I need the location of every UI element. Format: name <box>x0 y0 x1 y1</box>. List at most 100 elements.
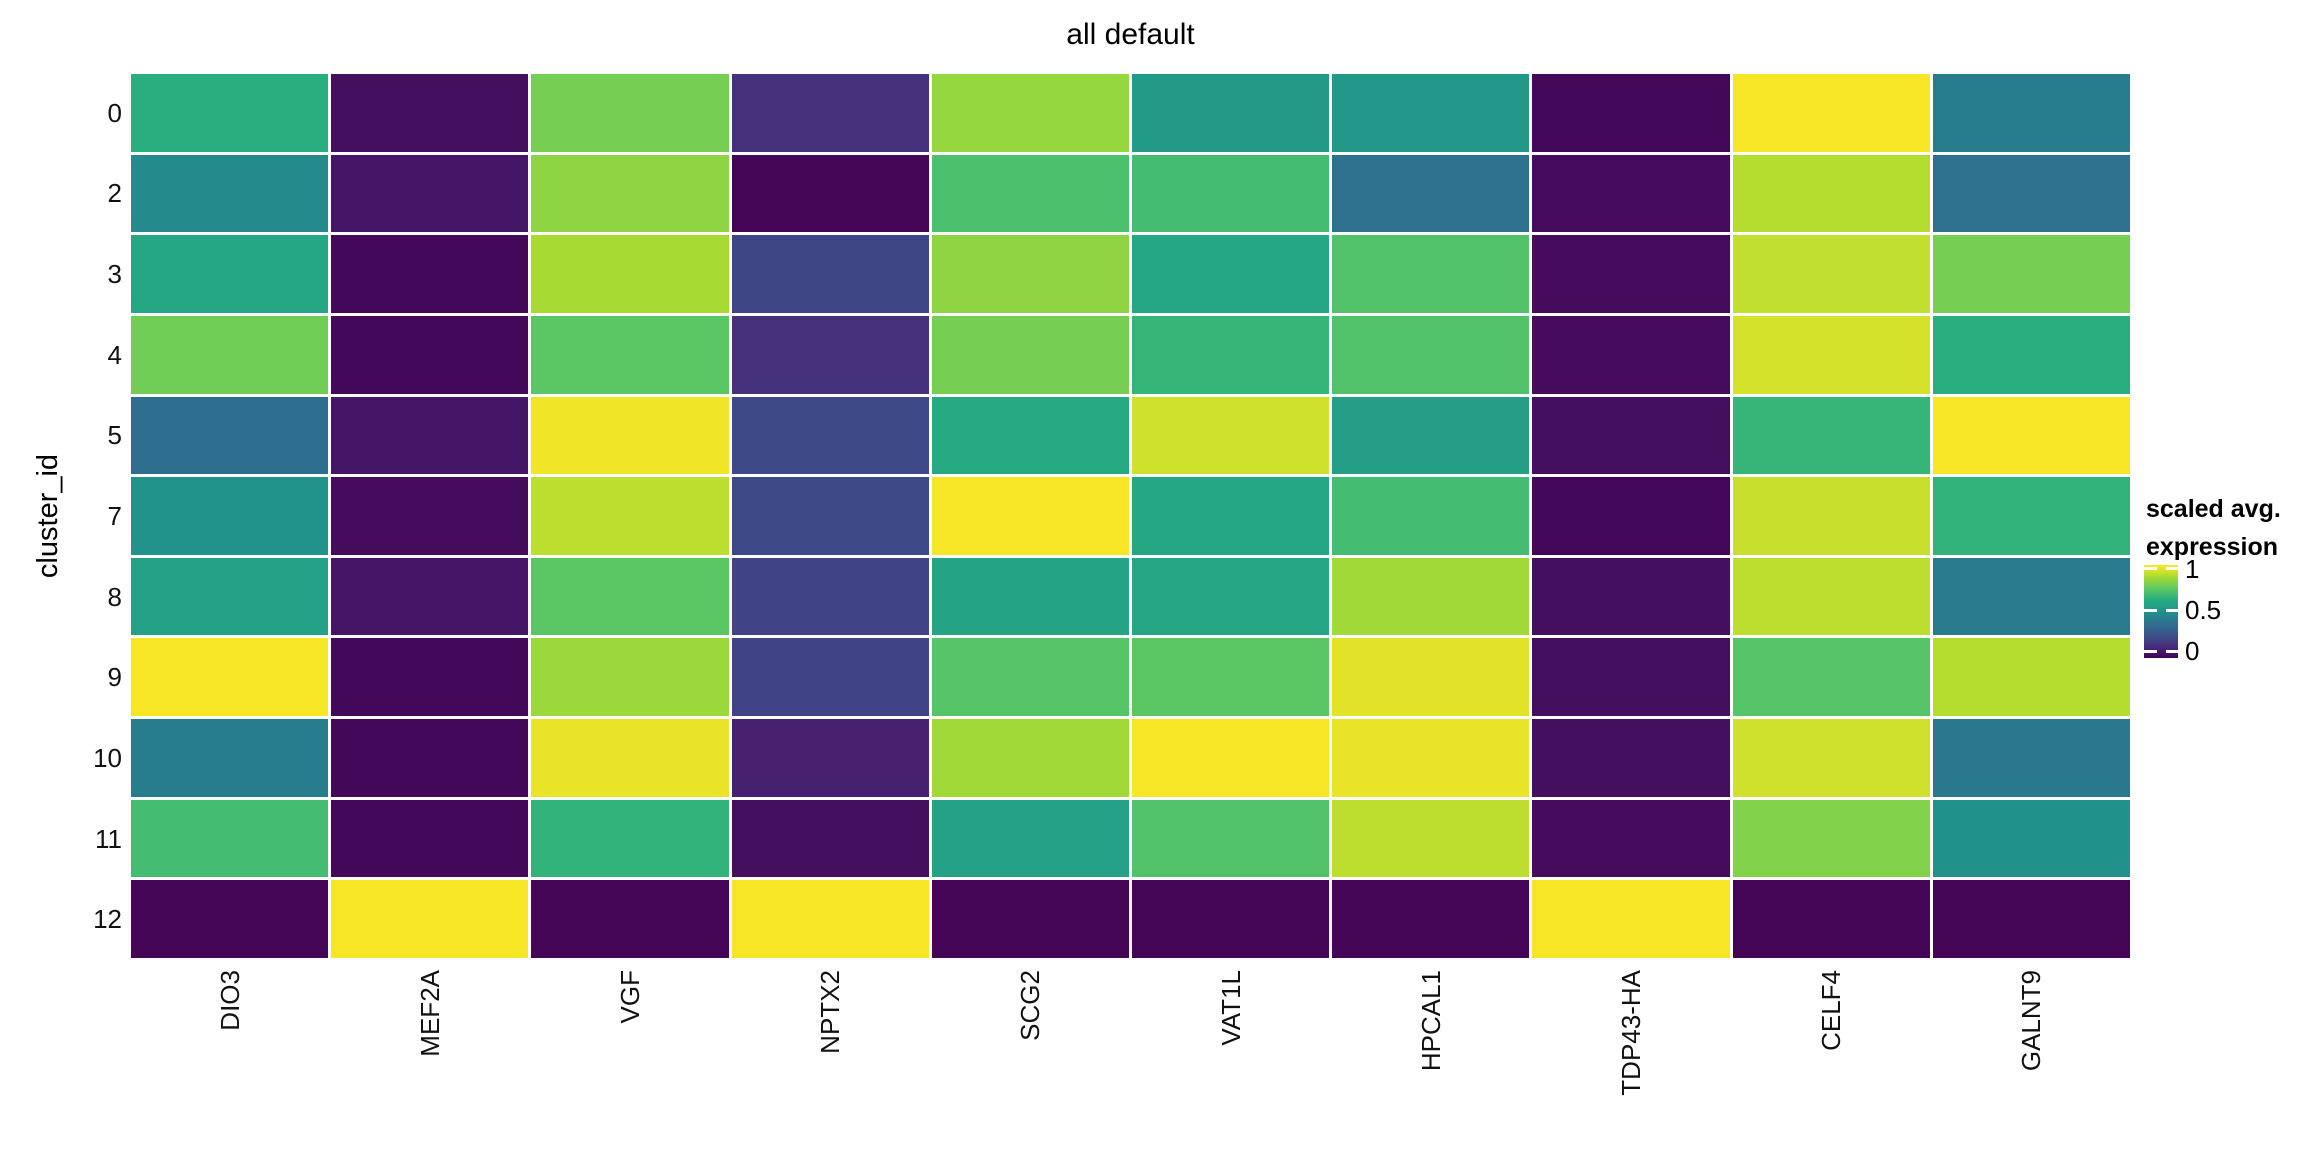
y-tick-label: 3 <box>107 259 122 290</box>
heatmap-cell <box>1532 719 1730 797</box>
heatmap-cell <box>1932 880 2130 958</box>
heatmap-cell <box>1932 154 2130 233</box>
heatmap-cell <box>331 154 529 233</box>
heatmap-cell <box>531 799 729 878</box>
heatmap-cell <box>1332 477 1530 555</box>
heatmap-cell <box>1332 880 1530 958</box>
heatmap-cell <box>131 557 329 636</box>
heatmap-cell <box>331 396 529 475</box>
heatmap-cell <box>1131 638 1330 717</box>
heatmap-cell <box>131 719 329 797</box>
heatmap-cell <box>1932 477 2130 555</box>
y-tick-label: 8 <box>107 581 122 612</box>
heatmap-cell <box>931 477 1129 555</box>
heatmap-cell <box>1131 154 1330 233</box>
heatmap-cell <box>731 154 929 233</box>
heatmap-cell <box>1732 235 1930 313</box>
heatmap-cell <box>1532 477 1730 555</box>
heatmap-cell <box>331 74 529 152</box>
heatmap-cell <box>1532 396 1730 475</box>
heatmap-cell <box>731 74 929 152</box>
heatmap-cell <box>1131 74 1330 152</box>
heatmap-cell <box>331 235 529 313</box>
heatmap-cell <box>131 396 329 475</box>
heatmap-cell <box>931 315 1129 394</box>
heatmap-cell <box>131 74 329 152</box>
heatmap-cell <box>531 315 729 394</box>
x-tick-label: DIO3 <box>214 970 245 1031</box>
heatmap-cell <box>1932 74 2130 152</box>
heatmap-cell <box>531 154 729 233</box>
heatmap-cell <box>1332 396 1530 475</box>
heatmap-cell <box>531 235 729 313</box>
heatmap-cell <box>1532 235 1730 313</box>
heatmap-cell <box>931 638 1129 717</box>
heatmap-grid <box>131 74 2130 958</box>
heatmap-cell <box>1932 557 2130 636</box>
heatmap-cell <box>1732 315 1930 394</box>
heatmap-cell <box>1532 557 1730 636</box>
heatmap-cell <box>1732 719 1930 797</box>
heatmap-cell <box>931 799 1129 878</box>
heatmap-cell <box>931 396 1129 475</box>
heatmap-cell <box>1131 799 1330 878</box>
y-tick-label: 12 <box>93 904 122 935</box>
heatmap-cell <box>1732 880 1930 958</box>
heatmap-cell <box>1932 396 2130 475</box>
heatmap-cell <box>1532 74 1730 152</box>
y-tick-label: 9 <box>107 662 122 693</box>
heatmap-cell <box>131 880 329 958</box>
heatmap-cell <box>331 638 529 717</box>
heatmap-cell <box>331 557 529 636</box>
heatmap-cell <box>1732 557 1930 636</box>
heatmap-cell <box>1131 396 1330 475</box>
heatmap-cell <box>731 719 929 797</box>
chart-title: all default <box>1066 18 1195 51</box>
heatmap-cell <box>131 154 329 233</box>
x-tick-label: SCG2 <box>1015 970 1046 1041</box>
heatmap-cell <box>1732 396 1930 475</box>
colorbar-tick-mark <box>2144 608 2157 612</box>
heatmap-cell <box>1332 235 1530 313</box>
heatmap-cell <box>1131 315 1330 394</box>
y-tick-label: 10 <box>93 742 122 773</box>
heatmap-cell <box>531 477 729 555</box>
heatmap-cell <box>731 396 929 475</box>
x-tick-label: MEF2A <box>414 970 445 1057</box>
heatmap-cell <box>931 74 1129 152</box>
heatmap-cell <box>1932 315 2130 394</box>
heatmap-cell <box>1332 799 1530 878</box>
heatmap-cell <box>731 557 929 636</box>
heatmap-cell <box>1932 799 2130 878</box>
heatmap-cell <box>1532 799 1730 878</box>
heatmap-cell <box>1732 799 1930 878</box>
heatmap-cell <box>131 477 329 555</box>
heatmap-cell <box>131 638 329 717</box>
heatmap-cell <box>1532 880 1730 958</box>
y-tick-label: 2 <box>107 178 122 209</box>
colorbar-tick-mark <box>2144 567 2157 571</box>
y-tick-label: 0 <box>107 97 122 128</box>
heatmap-cell <box>1332 557 1530 636</box>
heatmap-cell <box>1332 638 1530 717</box>
legend-title-line2: expression <box>2146 533 2279 561</box>
heatmap-cell <box>1131 477 1330 555</box>
heatmap-cell <box>1332 719 1530 797</box>
colorbar-tick-mark <box>2166 608 2178 612</box>
x-tick-label: TDP43-HA <box>1616 970 1646 1096</box>
legend-title-line1: scaled avg. <box>2146 495 2281 523</box>
heatmap-cell <box>1332 74 1530 152</box>
heatmap-cell <box>531 396 729 475</box>
heatmap-cell <box>731 235 929 313</box>
colorbar-tick-mark <box>2166 649 2178 653</box>
heatmap-cell <box>1131 719 1330 797</box>
heatmap-cell <box>531 557 729 636</box>
y-tick-label: 7 <box>107 501 122 531</box>
heatmap-cell <box>731 799 929 878</box>
heatmap-cell <box>331 477 529 555</box>
heatmap-cell <box>931 557 1129 636</box>
heatmap-cell <box>1532 154 1730 233</box>
x-tick-label: VGF <box>615 970 645 1024</box>
heatmap-cell <box>331 799 529 878</box>
heatmap-cell <box>131 235 329 313</box>
